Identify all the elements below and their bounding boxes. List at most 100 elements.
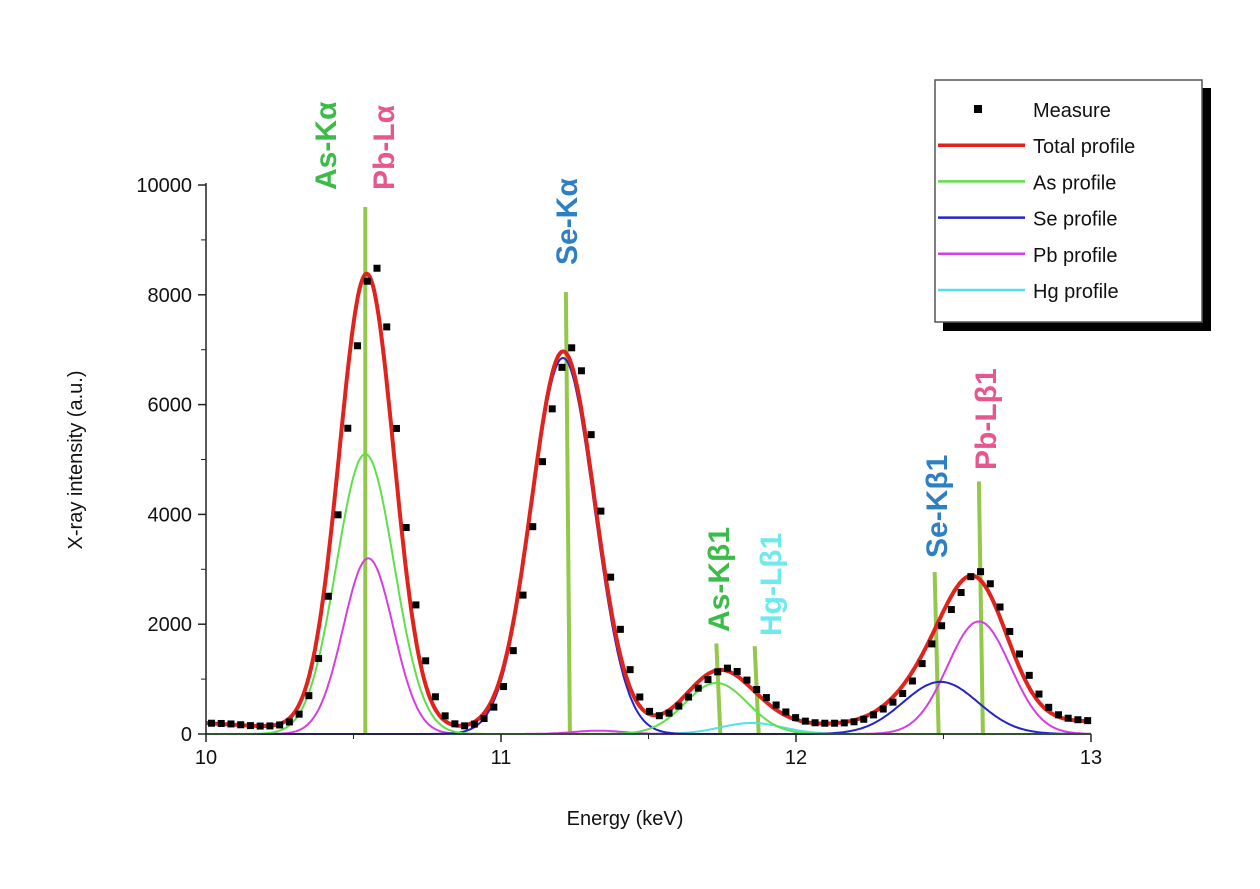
- measure-point: [227, 720, 235, 728]
- measure-point: [266, 722, 274, 730]
- measure-point: [908, 677, 916, 685]
- legend-label: Total profile: [1033, 136, 1135, 158]
- measure-point: [860, 715, 868, 723]
- y-tick-label: 2000: [148, 614, 193, 636]
- measure-point: [363, 277, 371, 285]
- measure-point: [1006, 627, 1014, 635]
- measure-point: [208, 719, 215, 727]
- measure-point: [646, 707, 654, 715]
- peak-label: Se-Kα: [551, 178, 584, 265]
- x-tick-label: 12: [785, 747, 807, 769]
- measure-point: [431, 693, 439, 701]
- emission-line-marker: [932, 571, 941, 735]
- legend: Measure Total profile As profile Se profile…: [934, 79, 1211, 331]
- measure-point: [967, 573, 975, 581]
- legend-label: Se profile: [1033, 209, 1118, 231]
- measure-point: [480, 714, 488, 722]
- legend-box: [934, 79, 1203, 323]
- measure-point: [529, 523, 537, 531]
- measure-point: [1054, 711, 1062, 719]
- measure-point: [743, 676, 751, 684]
- measure-point: [977, 568, 985, 576]
- emission-line-markers: [363, 206, 985, 735]
- peak-label: Se-Kβ1: [921, 455, 954, 558]
- measure-point: [519, 591, 527, 599]
- measure-point: [1045, 703, 1053, 711]
- measure-point: [801, 717, 809, 725]
- measure-point: [938, 622, 946, 630]
- measure-point: [451, 720, 459, 728]
- peak-label: As-Kβ1: [703, 527, 736, 632]
- y-tick-label: 10000: [136, 175, 192, 197]
- measure-point: [324, 592, 332, 600]
- measure-point: [694, 684, 702, 692]
- measure-point: [723, 664, 731, 672]
- measure-point: [792, 714, 800, 722]
- measure-point: [509, 647, 517, 655]
- measure-point: [928, 640, 936, 648]
- peak-label: Hg-Lβ1: [755, 533, 788, 636]
- measure-point: [675, 702, 683, 710]
- measure-point: [392, 424, 400, 432]
- measure-point: [597, 507, 605, 515]
- measure-point: [441, 712, 449, 720]
- y-tick-label: 8000: [148, 285, 193, 307]
- measure-point: [295, 710, 303, 718]
- measure-point: [714, 668, 722, 676]
- legend-label: As profile: [1033, 172, 1116, 194]
- measure-point: [538, 458, 546, 466]
- measure-point: [753, 685, 761, 693]
- peak-labels: As-Kα Pb-Lα Se-Kα As-Kβ1 Hg-Lβ1 Se-Kβ1 Pb-Lβ1: [310, 101, 1003, 636]
- measure-point: [500, 683, 508, 691]
- measure-point: [256, 722, 264, 730]
- peak-label: Pb-Lβ1: [970, 368, 1003, 470]
- measure-point: [772, 701, 780, 709]
- measure-point: [821, 719, 829, 727]
- measure-point: [831, 719, 839, 727]
- measure-point: [957, 588, 965, 596]
- legend-label: Measure: [1033, 100, 1111, 122]
- measure-point: [879, 705, 887, 713]
- emission-line-marker: [563, 292, 572, 735]
- measure-point: [869, 711, 877, 719]
- measure-point: [217, 719, 225, 727]
- measure-point: [704, 676, 712, 684]
- measure-point: [1025, 671, 1033, 679]
- measure-point: [402, 524, 410, 532]
- measure-point: [655, 712, 663, 720]
- measure-point: [616, 625, 624, 633]
- measure-point: [947, 606, 955, 614]
- measure-point: [665, 709, 673, 717]
- measure-point: [1035, 690, 1043, 698]
- measure-point: [840, 719, 848, 727]
- measure-point: [1084, 717, 1092, 725]
- y-tick-label: 6000: [148, 395, 193, 417]
- legend-label: Hg profile: [1033, 281, 1119, 303]
- x-tick-label: 10: [195, 747, 217, 769]
- measure-point: [918, 660, 926, 668]
- measure-point: [305, 692, 313, 700]
- measure-point: [490, 703, 498, 711]
- y-tick-label: 4000: [148, 504, 193, 526]
- measure-point: [996, 603, 1004, 611]
- y-axis-label: X-ray intensity (a.u.): [65, 371, 87, 550]
- x-axis-label: Energy (keV): [567, 808, 684, 830]
- measure-point: [587, 431, 595, 439]
- measure-point: [1074, 716, 1082, 724]
- measure-point: [568, 344, 576, 352]
- measure-point: [636, 693, 644, 701]
- measure-point: [344, 424, 352, 432]
- measure-point: [850, 718, 858, 726]
- measure-point: [1064, 714, 1072, 722]
- legend-marker: [974, 105, 982, 113]
- x-tick-label: 13: [1080, 747, 1102, 769]
- measure-point: [461, 722, 469, 730]
- peak-label: Pb-Lα: [368, 104, 401, 190]
- emission-line-marker: [976, 481, 985, 735]
- measure-point: [1016, 650, 1024, 658]
- measure-point: [470, 720, 478, 728]
- measure-points: [208, 264, 1092, 730]
- measure-point: [899, 690, 907, 698]
